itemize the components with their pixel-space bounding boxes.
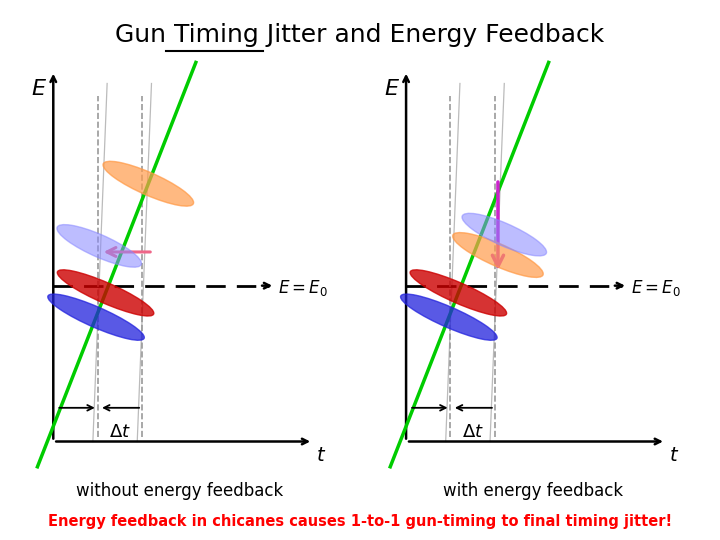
Ellipse shape <box>410 270 507 316</box>
Text: $E = E_0$: $E = E_0$ <box>631 278 681 298</box>
Ellipse shape <box>400 294 497 340</box>
Text: without energy feedback: without energy feedback <box>76 482 284 501</box>
Text: Energy feedback in chicanes causes 1-to-1 gun-timing to final timing jitter!: Energy feedback in chicanes causes 1-to-… <box>48 514 672 529</box>
Ellipse shape <box>453 233 543 278</box>
Text: Gun Timing Jitter and Energy Feedback: Gun Timing Jitter and Energy Feedback <box>115 23 605 46</box>
Text: $E$: $E$ <box>384 79 400 99</box>
Text: $t$: $t$ <box>669 446 679 465</box>
Text: $\Delta t$: $\Delta t$ <box>109 422 131 441</box>
Text: with energy feedback: with energy feedback <box>443 482 623 501</box>
Ellipse shape <box>103 161 194 206</box>
Ellipse shape <box>103 161 194 206</box>
Text: $t$: $t$ <box>316 446 326 465</box>
Ellipse shape <box>453 233 543 278</box>
Ellipse shape <box>58 270 154 316</box>
Ellipse shape <box>48 294 144 340</box>
Ellipse shape <box>462 213 546 256</box>
Ellipse shape <box>57 225 142 267</box>
Text: $E = E_0$: $E = E_0$ <box>278 278 328 298</box>
Text: $E$: $E$ <box>31 79 47 99</box>
Text: $\Delta t$: $\Delta t$ <box>462 422 484 441</box>
